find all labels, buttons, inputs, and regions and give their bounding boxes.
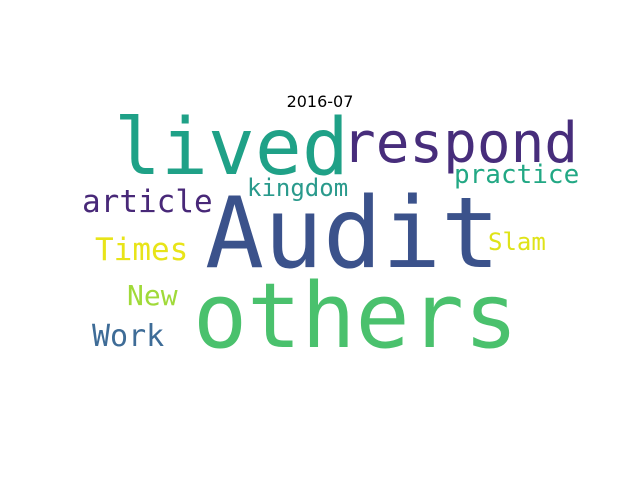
word-work: Work — [92, 319, 165, 354]
word-article: article — [82, 184, 213, 220]
word-new: New — [127, 279, 178, 312]
word-cloud: Audit others lived respond article kingd… — [80, 103, 579, 369]
word-lived: lived — [114, 103, 349, 193]
word-audit: Audit — [205, 177, 501, 291]
word-practice: practice — [454, 160, 580, 190]
word-slam: Slam — [488, 228, 546, 256]
word-respond: respond — [342, 111, 579, 176]
word-others: others — [193, 264, 519, 369]
word-times: Times — [95, 232, 189, 268]
word-kingdom: kingdom — [247, 174, 349, 202]
figure-title: 2016-07 — [286, 92, 354, 111]
